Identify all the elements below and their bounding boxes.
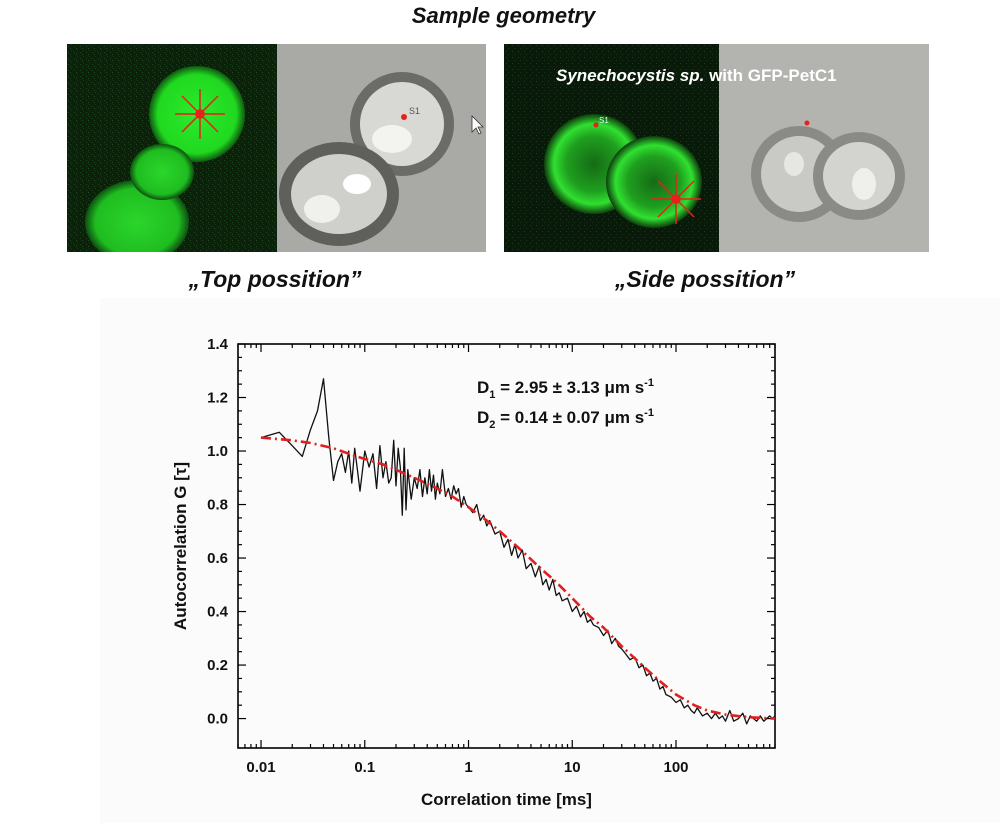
species-name: Synechocystis sp. (556, 66, 705, 85)
autocorrelation-chart-area: 0.01 0.1 1 10 100 0.0 0.2 0.4 0.6 0.8 1.0 1.2 1.4 Cor… (100, 298, 1000, 823)
chart-svg: 0.01 0.1 1 10 100 0.0 0.2 0.4 0.6 0.8 1.0 1.2 1.4 Cor… (171, 336, 776, 809)
spot-label: S1 (409, 106, 420, 116)
top-brightfield-panel: S1 (277, 44, 486, 252)
x-tick-label: 0.1 (354, 759, 375, 776)
side-fluorescence-panel: S1 (504, 44, 719, 252)
y-tick-label: 0.6 (207, 550, 228, 567)
x-tick-label: 100 (663, 759, 688, 776)
measured-series-line (260, 378, 776, 725)
x-tick-label: 10 (564, 759, 581, 776)
y-tick-label: 1.2 (207, 390, 228, 407)
x-tick-label: 0.01 (246, 759, 275, 776)
y-tick-label: 0.4 (207, 604, 229, 621)
plot-frame (237, 343, 776, 749)
x-tick-label: 1 (464, 759, 472, 776)
mouse-cursor-icon (471, 115, 484, 135)
focus-spot-marker (175, 89, 225, 139)
y-tick-label: 0.2 (207, 657, 228, 674)
top-fluorescence-panel (67, 44, 277, 252)
focus-spot-marker (651, 174, 701, 224)
y-tick-label: 1.4 (207, 336, 229, 353)
side-brightfield-panel (719, 44, 929, 252)
top-fluorescence-image (67, 44, 277, 252)
diffusion-annotation: D1 = 2.95 ± 3.13 μm s-1 (477, 377, 654, 401)
autocorrelation-chart: 0.01 0.1 1 10 100 0.0 0.2 0.4 0.6 0.8 1.0 1.2 1.4 Cor… (100, 298, 1000, 823)
y-tick-label: 0.8 (207, 497, 228, 514)
construct-name: with GFP-PetC1 (709, 66, 837, 85)
overlay-label: Synechocystis sp. with GFP-PetC1 (556, 66, 837, 86)
side-brightfield-image (719, 44, 929, 252)
y-tick-label: 1.0 (207, 443, 228, 460)
y-axis-label: Autocorrelation G [τ] (171, 462, 190, 630)
spot-label: S1 (599, 116, 609, 125)
caption-top-position: „Top possition” (188, 266, 362, 292)
x-axis-label: Correlation time [ms] (421, 790, 592, 809)
diffusion-annotation: D2 = 0.14 ± 0.07 μm s-1 (477, 407, 654, 431)
section-title: Sample geometry (411, 3, 596, 28)
caption-side-position: „Side possition” (614, 266, 796, 292)
y-tick-label: 0.0 (207, 711, 228, 728)
fit-series-line (260, 436, 776, 720)
top-brightfield-image: S1 (277, 44, 486, 252)
side-fluorescence-image: S1 (504, 44, 719, 252)
